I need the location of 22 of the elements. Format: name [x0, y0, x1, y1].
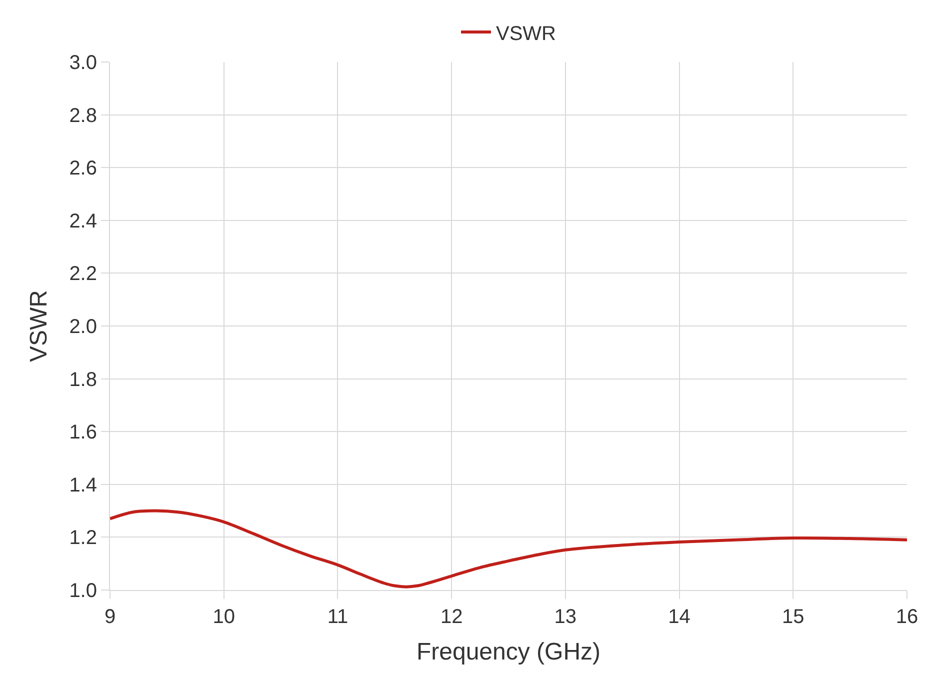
y-tick-label: 2.8	[69, 104, 97, 127]
y-tick-label: 2.0	[69, 316, 97, 338]
x-tick-label: 10	[212, 606, 235, 628]
y-tick-label: 1.8	[69, 368, 97, 391]
y-tick-label: 3.0	[69, 52, 97, 74]
y-axis-title: VSWR	[25, 290, 52, 362]
y-tick-label: 1.4	[69, 474, 97, 496]
legend-label: VSWR	[496, 22, 556, 45]
x-tick-label: 9	[104, 606, 116, 628]
x-tick-label: 13	[554, 606, 577, 628]
x-tick-label: 15	[782, 606, 804, 628]
y-tick-label: 1.0	[69, 580, 97, 602]
y-tick-label: 2.6	[69, 158, 97, 180]
x-tick-label: 12	[440, 606, 463, 628]
x-tick-label: 16	[896, 606, 918, 628]
x-axis-title: Frequency (GHz)	[416, 638, 601, 666]
x-tick-label: 14	[668, 606, 690, 628]
y-tick-label: 2.4	[69, 210, 97, 232]
y-tick-label: 2.2	[69, 263, 97, 286]
y-tick-label: 1.6	[69, 422, 97, 444]
x-tick-label: 11	[327, 606, 348, 628]
y-tick-label: 1.2	[69, 527, 97, 550]
